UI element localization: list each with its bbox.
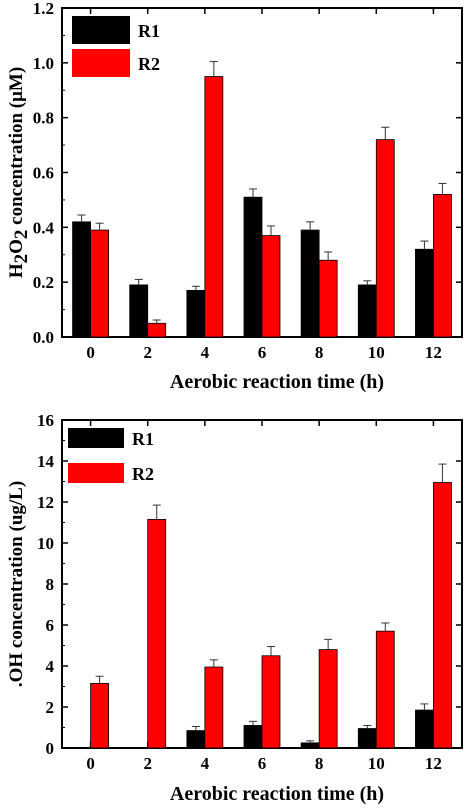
x-tick-label: 2 [143, 754, 152, 773]
bar-r1-8 [300, 229, 320, 338]
y-tick-label: 1.2 [33, 0, 54, 18]
y-tick-label: 16 [37, 411, 54, 430]
legend-swatch-r1 [72, 16, 130, 44]
bar-r2-4 [204, 76, 224, 338]
bar-r2-10 [375, 630, 395, 749]
bar-r1-0 [72, 221, 91, 338]
bar-r1-10 [357, 728, 377, 749]
x-tick-label: 10 [368, 343, 385, 362]
x-tick-label: 12 [425, 343, 442, 362]
y-tick-label: 10 [37, 534, 54, 553]
y-tick-label: 8 [46, 575, 55, 594]
y-tick-label: 0.6 [33, 164, 54, 183]
bar-r2-2 [147, 322, 167, 338]
legend-swatch-r2 [72, 49, 130, 77]
bar-r2-6 [261, 655, 281, 749]
legend-label-r1: R1 [132, 429, 154, 449]
y-tick-label: 0.0 [33, 328, 54, 347]
bar-r1-2 [129, 284, 149, 338]
y-tick-label: 0.8 [33, 109, 54, 128]
legend-swatch-r1 [68, 428, 124, 448]
y-tick-label: 0.4 [33, 218, 55, 237]
y-tick-label: 14 [37, 452, 55, 471]
y-tick-label: 0.2 [33, 273, 54, 292]
x-tick-label: 10 [368, 754, 385, 773]
bar-r1-12 [415, 709, 434, 749]
x-tick-label: 12 [425, 754, 442, 773]
y-axis-label: .OH concentration (ug/L) [6, 481, 27, 687]
y-tick-label: 2 [46, 698, 55, 717]
legend-swatch-r2 [68, 463, 124, 483]
bar-r2-12 [433, 194, 452, 338]
bar-r1-4 [186, 289, 206, 338]
bar-r2-0 [90, 683, 109, 749]
bar-r2-12 [433, 482, 452, 749]
oh-chart: 0 2 4 6 8 10 12 14 16 0 2 4 6 8 10 12 R1 R2 Aerobic reacti… [6, 411, 463, 805]
bar-r2-8 [318, 259, 338, 338]
x-axis-label: Aerobic reaction time (h) [170, 371, 384, 393]
y-tick-label: 4 [46, 657, 55, 676]
bar-r1-12 [415, 248, 434, 338]
bar-r2-0 [90, 229, 109, 338]
bar-r1-6 [243, 196, 263, 338]
x-tick-label: 0 [86, 343, 95, 362]
bar-r1-6 [243, 725, 263, 749]
y-axis-label: H2O2 concentration (μM) [6, 67, 32, 278]
legend-label-r1: R1 [138, 21, 160, 41]
x-axis-label: Aerobic reaction time (h) [170, 783, 384, 805]
y-tick-label: 6 [46, 616, 55, 635]
y-tick-label: 12 [37, 493, 54, 512]
y-tick-label: 1.0 [33, 54, 54, 73]
legend-label-r2: R2 [138, 54, 160, 74]
x-tick-label: 4 [201, 754, 210, 773]
x-tick-label: 8 [315, 754, 324, 773]
bar-r2-4 [204, 666, 224, 749]
bar-r2-2 [147, 519, 167, 749]
bar-r2-10 [375, 139, 395, 338]
legend-label-r2: R2 [132, 464, 154, 484]
x-tick-label: 8 [315, 343, 324, 362]
bar-r1-10 [357, 284, 377, 338]
bar-r2-8 [318, 649, 338, 749]
x-tick-label: 4 [201, 343, 210, 362]
x-tick-label: 6 [258, 754, 267, 773]
x-tick-label: 2 [143, 343, 152, 362]
bar-r1-8 [300, 742, 320, 749]
bar-r2-6 [261, 235, 281, 338]
y-tick-label: 0 [46, 739, 55, 758]
bar-r1-4 [186, 730, 206, 749]
x-tick-label: 6 [258, 343, 267, 362]
h2o2-chart: 0.0 0.2 0.4 0.6 0.8 1.0 1.2 0 2 4 6 8 10 12 R1 R2 Aerobi… [6, 0, 463, 393]
x-tick-label: 0 [86, 754, 95, 773]
